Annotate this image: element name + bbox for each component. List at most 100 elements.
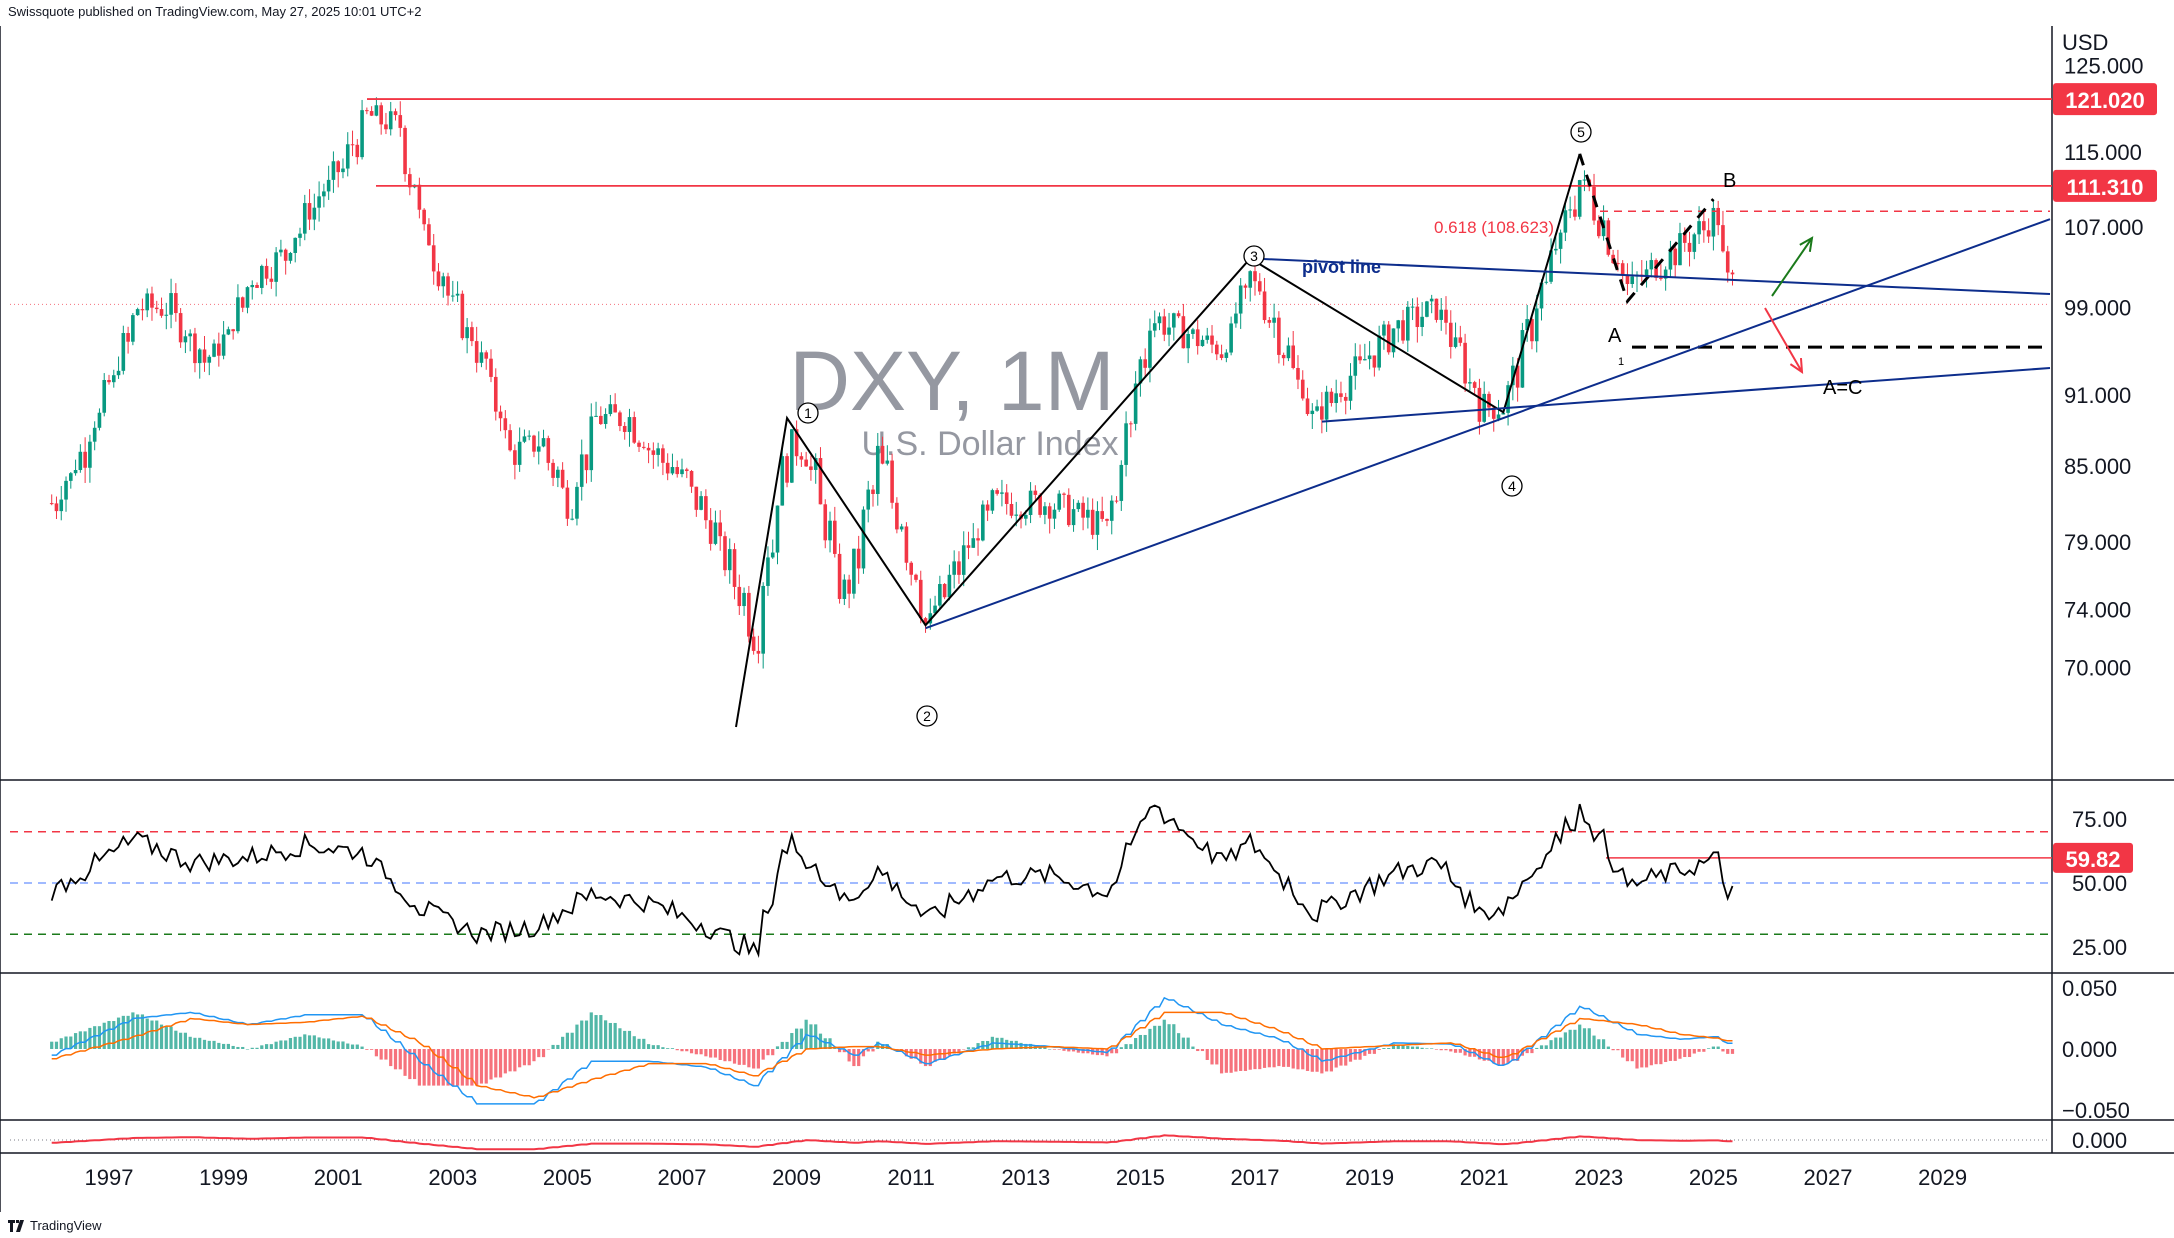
candle-body xyxy=(961,545,966,575)
bullish-scenario-arrow-head xyxy=(1799,236,1814,252)
macd-histogram-bar xyxy=(1009,1040,1014,1049)
signal-line xyxy=(51,1011,1733,1099)
candle-body xyxy=(441,276,446,287)
candle-body xyxy=(1448,322,1453,347)
candle-body xyxy=(489,358,493,377)
candle-body xyxy=(269,278,274,282)
rising-support-line xyxy=(925,218,2051,630)
candle-body xyxy=(403,127,407,175)
candle-body xyxy=(1682,233,1687,243)
candle-body xyxy=(116,370,121,376)
time-axis[interactable]: 1997 1999 2001 2003 2005 2007 2009 2011 2013 2015… xyxy=(85,1165,1968,1190)
macd-histogram-bar xyxy=(1597,1039,1601,1049)
macd-histogram-bar xyxy=(202,1039,207,1049)
macd-histogram-bar xyxy=(718,1049,722,1060)
candle-body xyxy=(1415,306,1420,328)
macd-histogram-bar xyxy=(923,1049,928,1067)
candle-body xyxy=(1277,317,1281,355)
macd-histogram-bar xyxy=(1124,1044,1128,1049)
macd-histogram-bar xyxy=(909,1049,913,1059)
candle-body xyxy=(885,460,890,464)
candle-body xyxy=(1090,509,1095,535)
macd-histogram-bar xyxy=(126,1015,130,1049)
time-tick: 2007 xyxy=(658,1165,707,1190)
macd-histogram-bar xyxy=(1267,1049,1271,1068)
candle-body xyxy=(1663,269,1668,279)
candle-body xyxy=(422,209,426,225)
candle-body xyxy=(1687,242,1692,252)
macd-histogram-bar xyxy=(608,1022,612,1049)
trendlines[interactable] xyxy=(367,98,2052,728)
macd-histogram-bar xyxy=(541,1049,546,1058)
candle-body xyxy=(847,579,851,594)
macd-histogram-bar xyxy=(389,1049,393,1067)
candle-body xyxy=(536,446,541,452)
candle-body xyxy=(1138,359,1143,384)
macd-histogram-bar xyxy=(1143,1034,1147,1049)
candle-body xyxy=(1544,281,1549,283)
rsi-tick: 25.00 xyxy=(2072,935,2127,960)
macd-histogram-bar xyxy=(584,1020,589,1049)
candle-body xyxy=(1697,221,1701,235)
candle-body xyxy=(264,265,269,279)
macd-histogram-bar xyxy=(1687,1049,1692,1058)
rsi-tick: 50.00 xyxy=(2072,871,2127,896)
macd-histogram-bar xyxy=(1592,1035,1596,1049)
macd-histogram-bar xyxy=(370,1049,374,1050)
candle-body xyxy=(1568,209,1572,211)
candle-body xyxy=(178,313,183,343)
candle-body xyxy=(1215,344,1219,355)
candle-body xyxy=(880,445,885,464)
candle-body xyxy=(1515,365,1520,388)
time-tick: 1997 xyxy=(85,1165,134,1190)
price-axis[interactable]: USD 125.000 115.000 107.000 99.000 91.000 85.… xyxy=(2053,30,2157,1153)
macd-histogram-bar xyxy=(50,1041,54,1049)
candle-body xyxy=(799,456,804,460)
candle-body xyxy=(923,618,928,624)
candle-body xyxy=(584,454,589,471)
macd-histogram-bar xyxy=(346,1043,350,1049)
macd-histogram-bar xyxy=(1205,1049,1209,1060)
macd-histogram-bar xyxy=(986,1040,990,1049)
macd-histogram-bar xyxy=(327,1038,331,1049)
macd-histogram-bar xyxy=(1358,1049,1362,1060)
macd-histogram-bar xyxy=(279,1040,283,1049)
macd-histogram-bar xyxy=(518,1049,522,1068)
macd-histogram-bar xyxy=(1282,1049,1286,1067)
candle-body xyxy=(1353,356,1358,376)
macd-histogram-bar xyxy=(1315,1049,1319,1072)
macd-histogram-bar xyxy=(145,1018,149,1049)
macd-histogram-bar xyxy=(661,1047,665,1049)
macd-histogram-bar xyxy=(637,1038,641,1049)
watermark-symbol: DXY, 1M xyxy=(789,334,1114,428)
macd-histogram-bar xyxy=(752,1049,756,1069)
candle-body xyxy=(508,430,512,451)
macd-histogram-bar xyxy=(623,1030,627,1049)
macd-histogram-bar xyxy=(1625,1049,1630,1062)
macd-histogram-bar xyxy=(527,1049,531,1066)
candle-body xyxy=(1148,330,1152,368)
candle-body xyxy=(331,161,336,180)
wave-b-label: B xyxy=(1723,170,1736,192)
candle-body xyxy=(398,115,403,128)
macd-histogram-bar xyxy=(1024,1043,1028,1049)
candle-body xyxy=(737,586,742,607)
candle-body xyxy=(1730,272,1735,275)
macd-histogram-bar xyxy=(1086,1049,1090,1054)
macd-histogram-bar xyxy=(904,1049,909,1057)
macd-histogram-bar xyxy=(1248,1049,1252,1070)
candle-body xyxy=(813,458,818,470)
macd-histogram-bar xyxy=(551,1044,555,1049)
macd-histogram-bar xyxy=(331,1040,336,1049)
candle-body xyxy=(957,561,961,575)
macd-histogram-bar xyxy=(699,1049,703,1055)
candle-body xyxy=(207,356,212,363)
wave-1-label: 1 xyxy=(804,405,812,421)
macd-histogram-bar xyxy=(646,1044,651,1049)
macd-histogram-bar xyxy=(1153,1025,1157,1049)
candle-body xyxy=(637,442,641,447)
macd-histogram-bar xyxy=(871,1049,875,1052)
tradingview-brand[interactable]: TradingView xyxy=(8,1218,102,1233)
bullish-scenario-arrow xyxy=(1771,236,1814,297)
